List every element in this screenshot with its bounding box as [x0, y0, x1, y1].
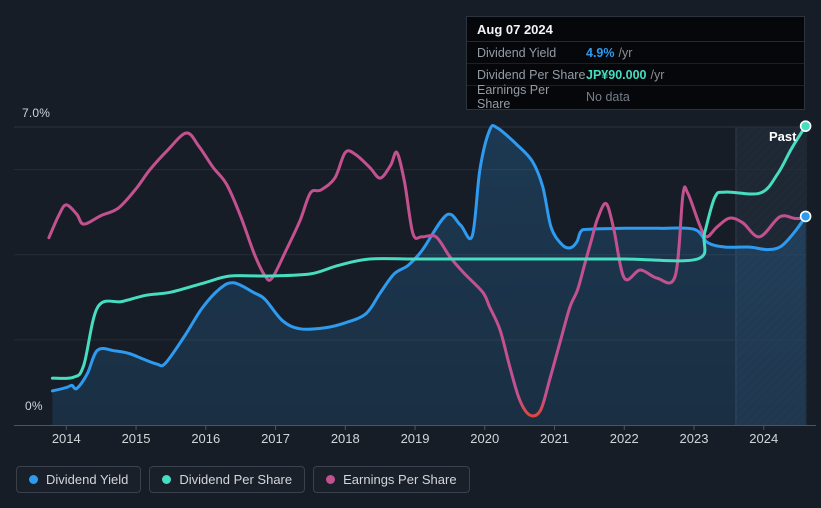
tooltip-value: JP¥90.000: [586, 67, 647, 82]
y-axis-label-max: 7.0%: [22, 106, 51, 120]
tooltip-suffix: /yr: [650, 67, 665, 82]
x-axis-label: 2022: [609, 431, 639, 446]
tooltip-suffix: /yr: [618, 45, 633, 60]
tooltip-row-earnings-per-share: Earnings Per Share No data: [467, 82, 804, 111]
legend-label: Dividend Per Share: [179, 472, 293, 487]
x-axis-label: 2019: [400, 431, 430, 446]
tooltip-label: Earnings Per Share: [477, 82, 550, 111]
x-axis-label: 2016: [191, 431, 221, 446]
tooltip-date: Aug 07 2024: [467, 17, 804, 42]
legend-item-dividend-per-share[interactable]: Dividend Per Share: [149, 466, 306, 493]
tooltip-value-no-data: No data: [586, 89, 630, 104]
x-axis-label: 2017: [261, 431, 290, 446]
legend-label: Earnings Per Share: [343, 472, 457, 487]
legend-label: Dividend Yield: [46, 472, 129, 487]
x-axis-label: 2018: [330, 431, 360, 446]
dividend-per-share-line: [50, 124, 808, 380]
tooltip-label: Dividend Yield: [477, 45, 557, 60]
y-axis-label-zero: 0%: [25, 399, 43, 413]
tooltip-row-dividend-per-share: Dividend Per Share JP¥90.000 /yr: [467, 64, 804, 86]
tooltip-value: 4.9%: [586, 45, 615, 60]
legend-dot-icon: [326, 475, 336, 484]
legend-item-dividend-yield[interactable]: Dividend Yield: [16, 466, 142, 493]
x-axis-label: 2015: [121, 431, 151, 446]
x-axis-label: 2020: [470, 431, 500, 446]
legend-item-earnings-per-share[interactable]: Earnings Per Share: [313, 466, 470, 493]
legend-dot-icon: [29, 475, 38, 484]
dividend-yield-area: [52, 125, 806, 426]
dividend-yield-line: [50, 123, 808, 393]
past-region-label: Past: [769, 129, 797, 144]
x-axis-label: 2021: [540, 431, 569, 446]
tooltip-row-dividend-yield: Dividend Yield 4.9% /yr: [467, 42, 804, 64]
x-axis-label: 2024: [749, 431, 779, 446]
x-axis-label: 2023: [679, 431, 709, 446]
chart-legend: Dividend Yield Dividend Per Share Earnin…: [16, 466, 470, 493]
dividend-per-share-end-dot: [799, 120, 812, 132]
dividend-yield-end-dot: [799, 210, 812, 223]
legend-dot-icon: [162, 475, 172, 484]
tooltip-label: Dividend Per Share: [477, 67, 586, 82]
chart-tooltip: Aug 07 2024 Dividend Yield 4.9% /yr Divi…: [466, 16, 805, 111]
x-axis-label: 2014: [51, 431, 81, 446]
